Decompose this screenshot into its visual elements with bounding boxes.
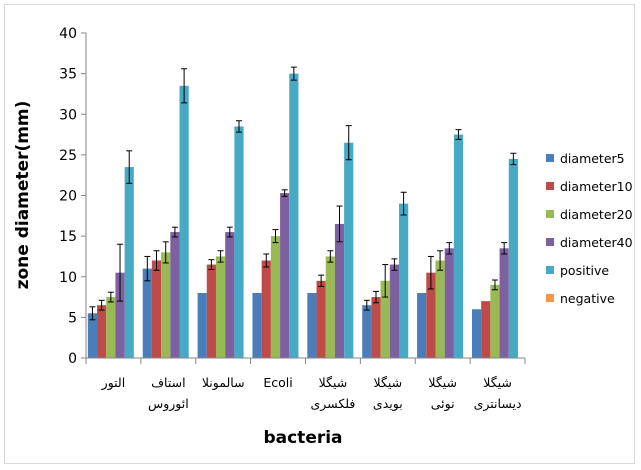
x-category-label: نوئی (431, 396, 455, 412)
bar-positive (344, 142, 354, 358)
x-category-label: شیگلا (319, 375, 348, 390)
legend-label-diameter5: diameter5 (560, 151, 625, 166)
y-tick-label: 15 (59, 229, 77, 245)
bar-diameter40 (170, 232, 180, 358)
bar-diameter5 (87, 313, 98, 358)
legend-label-negative: negative (560, 291, 615, 306)
bar-diameter20 (161, 252, 171, 358)
x-axis-categories: التور استاف ائوروس سالمونلا Ecoli شیگلا فلکسری… (101, 375, 522, 412)
legend: diameter5 diameter10 diameter20 diameter40 p… (546, 151, 633, 306)
x-category-label: Ecoli (263, 375, 292, 390)
legend-swatch-diameter40 (546, 238, 554, 246)
legend-swatch-positive (546, 266, 554, 274)
bar-diameter10 (481, 301, 491, 358)
legend-label-diameter20: diameter20 (560, 207, 633, 222)
bar-diameter20 (325, 256, 335, 358)
bar-diameter40 (389, 264, 400, 358)
bar-diameter20 (435, 260, 445, 358)
bar-diameter5 (142, 268, 152, 358)
y-tick-label: 35 (59, 67, 77, 83)
bar-diameter20 (106, 297, 116, 358)
bar-diameter40 (499, 248, 509, 358)
x-category-label: شیگلا (374, 375, 403, 390)
x-axis-title: bacteria (263, 428, 342, 448)
legend-label-diameter40: diameter40 (560, 235, 633, 250)
x-category-label: ائوروس (148, 396, 189, 412)
bar-diameter5 (307, 293, 317, 358)
y-tick-label: 20 (59, 189, 77, 205)
y-tick-label: 40 (59, 26, 77, 42)
y-tick-label: 25 (59, 148, 77, 164)
bars (87, 73, 518, 358)
bar-diameter5 (417, 293, 427, 358)
y-tick-label: 5 (68, 310, 77, 326)
bar-diameter5 (197, 293, 207, 358)
error-bars (89, 66, 517, 321)
x-category-label: فلکسری (311, 396, 356, 412)
bar-diameter10 (316, 280, 326, 358)
y-axis-ticks: 0 5 10 15 20 25 30 35 40 (59, 26, 86, 367)
x-category-label: دیسانتری (474, 396, 522, 412)
bar-positive (179, 85, 189, 358)
x-category-label: شیگلا (428, 375, 457, 390)
bar-positive (508, 158, 518, 358)
bar-diameter20 (380, 280, 390, 358)
bar-diameter20 (270, 236, 281, 358)
bar-diameter40 (280, 193, 290, 358)
bar-positive (124, 167, 134, 358)
legend-swatch-diameter5 (546, 154, 554, 162)
bar-positive (289, 73, 299, 358)
legend-swatch-negative (546, 294, 554, 302)
bar-diameter5 (252, 293, 262, 358)
bar-diameter10 (97, 305, 107, 358)
bar-diameter10 (261, 260, 271, 358)
y-tick-label: 30 (59, 107, 77, 123)
y-axis-title: zone diameter(mm) (13, 101, 33, 290)
legend-swatch-diameter10 (546, 182, 554, 190)
x-category-label: التور (101, 375, 126, 391)
legend-swatch-diameter20 (546, 210, 554, 218)
chart-frame (4, 4, 635, 464)
bar-diameter20 (215, 256, 226, 358)
bar-diameter5 (362, 305, 372, 358)
bar-diameter20 (490, 284, 500, 358)
bar-diameter10 (151, 260, 162, 358)
x-category-label: سالمونلا (202, 375, 245, 391)
legend-label-positive: positive (560, 263, 609, 278)
bar-diameter40 (115, 272, 125, 358)
bar-positive (234, 126, 244, 358)
bar-diameter40 (444, 248, 454, 358)
axes (85, 33, 526, 364)
x-category-label: بویدی (373, 396, 403, 412)
bar-diameter40 (334, 223, 345, 358)
bar-diameter40 (225, 232, 235, 358)
bar-diameter5 (471, 309, 482, 358)
y-tick-label: 10 (59, 270, 77, 286)
bar-positive (399, 203, 409, 358)
y-tick-label: 0 (68, 351, 77, 367)
legend-label-diameter10: diameter10 (560, 179, 633, 194)
bar-diameter10 (426, 272, 436, 358)
bar-diameter10 (371, 297, 381, 358)
bar-diameter10 (206, 264, 216, 358)
bar-positive (453, 134, 464, 358)
x-category-label: شیگلا (483, 375, 512, 390)
x-category-label: استاف (151, 375, 186, 390)
